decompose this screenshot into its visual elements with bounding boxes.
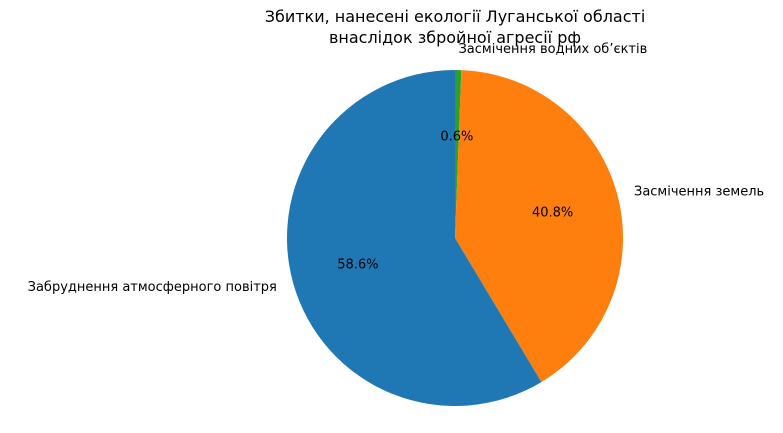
pie-category-label-1: Засмічення земель [634, 185, 764, 200]
pie-slices [286, 70, 623, 407]
pie-slice-2 [286, 70, 542, 407]
pie-labels: 0.6% Засмічення водних об’єктів 40.8% Засмі… [28, 42, 765, 295]
pie-pct-label-0: 0.6% [440, 130, 473, 145]
pie-category-label-2: Забруднення атмосферного повітря [28, 280, 277, 295]
pie-pct-label-1: 40.8% [532, 205, 573, 220]
pie-slice-1 [455, 70, 623, 383]
chart-title-line-1: Збитки, нанесені екології Луганської обл… [265, 7, 646, 26]
pie-category-label-0: Засмічення водних об’єктів [458, 42, 647, 57]
pie-pct-label-2: 58.6% [337, 257, 378, 272]
chart-title-line-2: внаслідок збройної агресії рф [329, 28, 581, 47]
pie-slice-0 [455, 70, 462, 238]
